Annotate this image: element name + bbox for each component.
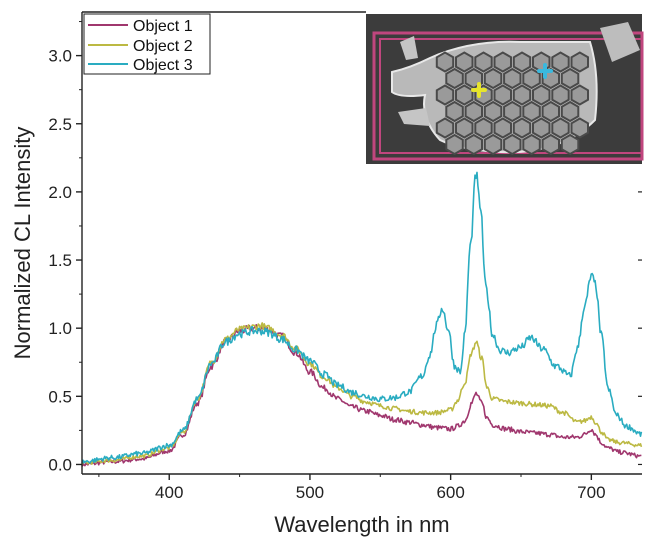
shell-spine <box>400 36 418 60</box>
shell-cell <box>570 117 589 139</box>
x-tick-label-600: 600 <box>436 483 464 502</box>
y-tick-label-0: 0.0 <box>48 455 72 474</box>
shell-cell <box>532 117 551 139</box>
y-tick-label-2: 2.0 <box>48 183 72 202</box>
x-axis-title: Wavelength in nm <box>274 512 449 537</box>
y-tick-label-0.5: 0.5 <box>48 387 72 406</box>
shell-spine-lower <box>398 108 430 126</box>
shell-cell <box>455 117 474 139</box>
shell-cell <box>560 100 580 123</box>
legend: Object 1 Object 2 Object 3 <box>83 13 211 75</box>
right-ticks <box>638 191 642 466</box>
shell-cell <box>483 100 503 123</box>
legend-label-object-1: Object 1 <box>133 18 193 35</box>
shell-cell <box>541 133 560 156</box>
shell-cell <box>455 84 474 106</box>
shell-fragment <box>600 22 640 62</box>
shell-cell <box>560 133 580 156</box>
legend-label-object-2: Object 2 <box>133 38 193 55</box>
x-tick-label-400: 400 <box>155 483 183 502</box>
shell-cell <box>483 67 503 90</box>
shell-cell <box>493 51 512 73</box>
y-tick-label-3: 3.0 <box>48 47 72 66</box>
shell-cell <box>503 67 522 90</box>
shell-cell <box>435 84 455 106</box>
shell-cell <box>493 84 512 106</box>
y-axis-title: Normalized CL Intensity <box>10 127 35 360</box>
shell-cell <box>483 133 503 156</box>
axes: 400 500 600 700 0.0 0.5 1.0 1.5 2.0 2.5 3.0 <box>48 11 642 502</box>
y-tick-label-1.5: 1.5 <box>48 251 72 270</box>
legend-item-object-3: Object 3 <box>88 57 193 74</box>
shell-cell <box>474 51 493 73</box>
inset-marker-1 <box>471 82 487 98</box>
shell-cell <box>570 84 589 106</box>
shell-cell <box>522 133 541 156</box>
shell-cell <box>551 84 570 106</box>
legend-item-object-2: Object 2 <box>88 38 193 55</box>
shell-cell <box>512 117 532 139</box>
shell-cell <box>541 100 560 123</box>
series-line-object-3 <box>81 171 643 464</box>
y-tick-label-2.5: 2.5 <box>48 115 72 134</box>
shell-cell <box>570 51 589 73</box>
x-ticks: 400 500 600 700 <box>98 474 606 502</box>
shell-cell <box>474 117 493 139</box>
shell-cell <box>455 51 474 73</box>
shell-cell <box>532 84 551 106</box>
shell-cell <box>551 117 570 139</box>
shell-cell <box>512 84 532 106</box>
legend-item-object-1: Object 1 <box>88 18 193 35</box>
legend-label-object-3: Object 3 <box>133 57 193 74</box>
inset-markers <box>471 63 553 98</box>
y-tick-label-1: 1.0 <box>48 319 72 338</box>
shell-cell <box>445 67 464 90</box>
shell-cell <box>435 51 455 73</box>
shell-cell <box>464 100 483 123</box>
inset-marker-2 <box>537 63 553 79</box>
series-line-object-1 <box>81 323 642 467</box>
shell-cell <box>503 100 522 123</box>
series-layer <box>81 171 643 467</box>
shell-cell <box>512 51 532 73</box>
shell-cell <box>503 133 522 156</box>
shell-cell <box>532 51 551 73</box>
shell-cell <box>551 51 570 73</box>
sem-inset-image <box>366 14 644 164</box>
shell-cell <box>522 100 541 123</box>
shell-cell <box>435 117 455 139</box>
shell-cell <box>445 100 464 123</box>
shell-cell <box>522 67 541 90</box>
shell-cell <box>560 67 580 90</box>
x-tick-label-500: 500 <box>296 483 324 502</box>
y-ticks: 0.0 0.5 1.0 1.5 2.0 2.5 3.0 <box>48 21 82 474</box>
x-tick-label-700: 700 <box>577 483 605 502</box>
series-line-object-2 <box>81 322 643 466</box>
shell-cell <box>464 133 483 156</box>
shell-cell <box>493 117 512 139</box>
shell-cell <box>445 133 464 156</box>
